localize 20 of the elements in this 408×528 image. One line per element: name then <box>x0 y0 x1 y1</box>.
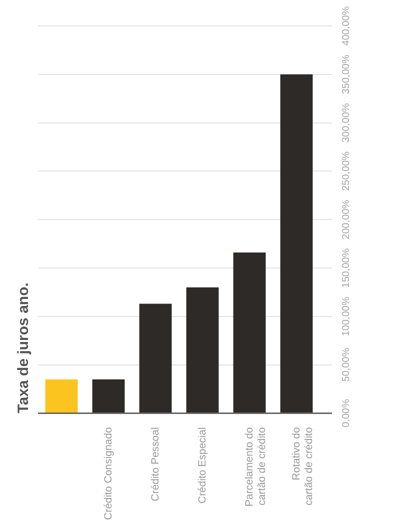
x-tick-label: Crédito Pessoal <box>149 427 162 502</box>
y-tick-label: 350,00% <box>340 54 352 94</box>
y-tick-label: 300,00% <box>340 102 352 143</box>
y-tick-label: 200,00% <box>340 200 352 240</box>
x-tick-label: Parcelamento do cartão de crédito <box>243 427 268 507</box>
bar <box>186 287 219 412</box>
bar <box>139 304 172 412</box>
y-tick-label: 100,00% <box>340 296 352 336</box>
y-tick-label: 0,00% <box>340 398 352 428</box>
bar <box>233 252 266 412</box>
y-tick-label: 250,00% <box>340 151 352 191</box>
x-tick-label: Crédito Consignado <box>102 427 114 520</box>
text: Taxa de juros ano. <box>15 282 32 414</box>
x-tick-label: Crédito Especial <box>196 427 208 504</box>
bar <box>92 379 125 412</box>
bar <box>45 379 78 412</box>
y-tick-label: 50,00% <box>340 348 352 382</box>
bar <box>280 74 313 412</box>
y-tick-label: 400,00% <box>340 6 352 46</box>
y-tick-label: 150,00% <box>340 248 352 288</box>
